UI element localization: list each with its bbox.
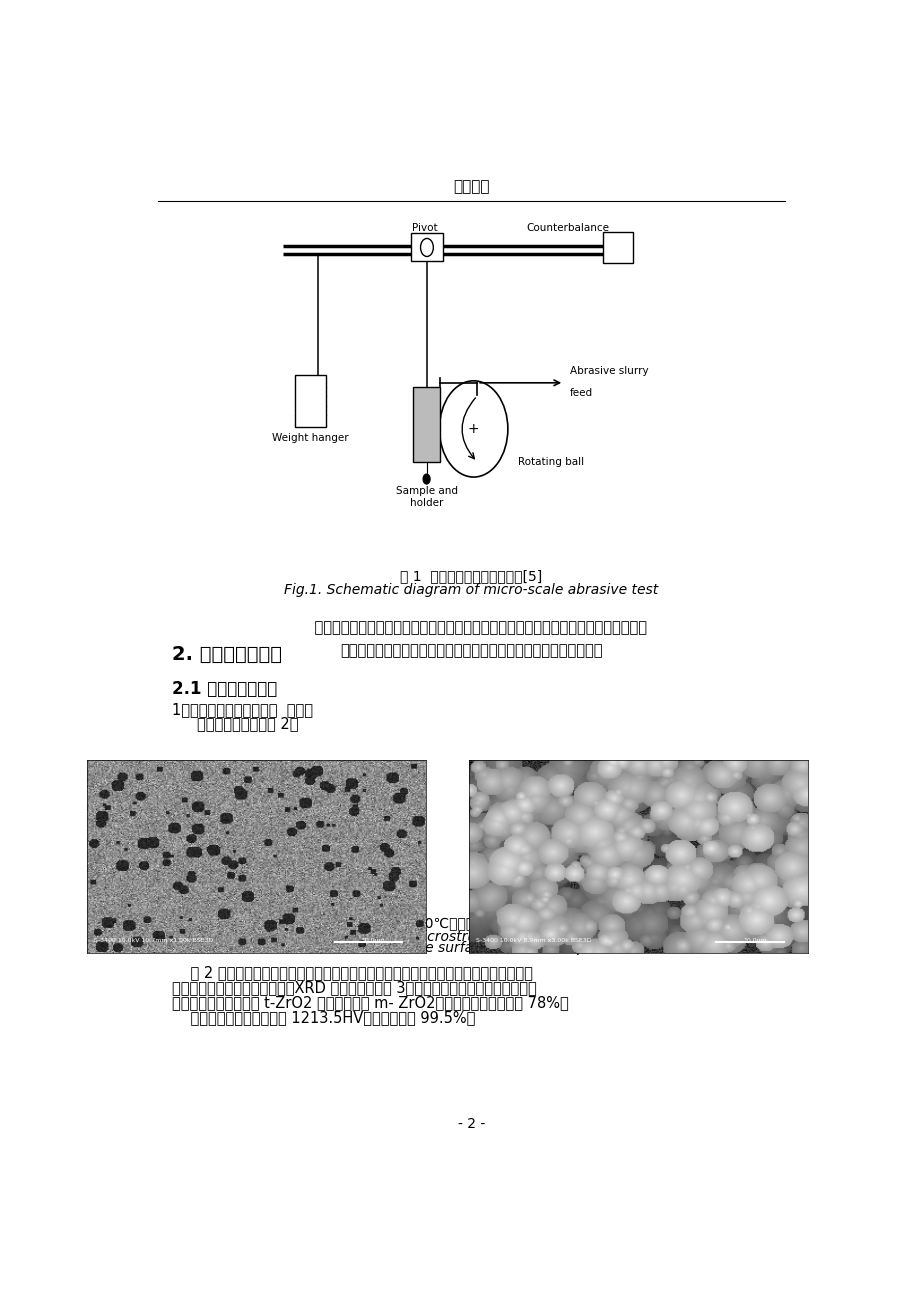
Text: 1）氧化锆陶瓷的组织结构  氧化锆: 1）氧化锆陶瓷的组织结构 氧化锆 [172,702,312,716]
Text: 2. 试验结果与讨论: 2. 试验结果与讨论 [172,644,282,664]
Text: 50.0um: 50.0um [361,939,385,944]
Text: - 2 -: - 2 - [458,1117,484,1130]
Bar [411,233,443,260]
Text: 氧化锆陶瓷的显微硬度为 1213.5HV，相对密度为 99.5%。: 氧化锆陶瓷的显微硬度为 1213.5HV，相对密度为 99.5%。 [172,1010,475,1026]
Circle shape [423,474,430,484]
Text: （a）表面形貌: （a）表面形貌 [283,905,342,919]
Bar [603,233,632,263]
Text: 磨损试验均在室温下进行。利用显微镜测定钢球的磨斑直径，然后分别计算磨损体积，
进而计算磨损率。采用扫描电镜对磨损表面形貌进行了观察和分析。: 磨损试验均在室温下进行。利用显微镜测定钢球的磨斑直径，然后分别计算磨损体积， 进… [296,621,646,659]
Text: Fig.1. Schematic diagram of micro-scale abrasive test: Fig.1. Schematic diagram of micro-scale … [284,583,658,598]
Text: 组成为可相变的四方相 t-ZrO2 和部分单斜相 m- ZrO2，其中四方相的比例为 78%。: 组成为可相变的四方相 t-ZrO2 和部分单斜相 m- ZrO2，其中四方相的比… [172,996,568,1010]
Text: 图 2 中，氧化锆陶瓷的晶粒较完整，氧化锆晶粒结合比较紧密，气孔较少，致密性较好: 图 2 中，氧化锆陶瓷的晶粒较完整，氧化锆晶粒结合比较紧密，气孔较少，致密性较好 [172,965,532,980]
Bar [413,387,439,462]
Text: Counterbalance: Counterbalance [526,224,608,233]
Text: 精品论文: 精品论文 [453,180,489,194]
Circle shape [420,238,433,256]
Text: 图 1  微磨料磨损实验机示意图[5]: 图 1 微磨料磨损实验机示意图[5] [400,569,542,583]
Text: feed: feed [569,388,593,398]
Text: 图 2. 1600℃烧结温度下氧化锆陶瓷的显微结构: 图 2. 1600℃烧结温度下氧化锆陶瓷的显微结构 [368,917,574,930]
Text: 10.0um: 10.0um [743,939,766,944]
Text: Weight hanger: Weight hanger [272,434,348,443]
Text: Abrasive slurry: Abrasive slurry [569,366,648,376]
Text: （b）断口形貌: （b）断口形貌 [603,905,663,919]
Text: 伴有明显的少量晶粒长大现象。XRD 的分析结果（图 3）表明：烧结氧化锆陶瓷的主要相: 伴有明显的少量晶粒长大现象。XRD 的分析结果（图 3）表明：烧结氧化锆陶瓷的主… [172,980,536,995]
Text: S-3400 10.0kV 10.7mm x1.00k BSE3D: S-3400 10.0kV 10.7mm x1.00k BSE3D [94,939,213,944]
Text: 2.1 材料的组织性能: 2.1 材料的组织性能 [172,680,277,698]
Text: +: + [468,422,479,436]
Text: Rotating ball: Rotating ball [517,457,584,467]
Circle shape [439,380,507,477]
Text: 陶瓷的组织结构如图 2。: 陶瓷的组织结构如图 2。 [197,716,298,730]
Text: (a) Patterns of the surface (b) fracture patterns: (a) Patterns of the surface (b) fracture… [307,941,635,956]
Text: holder: holder [410,499,443,508]
Bar [294,375,325,427]
Text: S-3400 10.0kV 8.9mm x3.00k BSE3D: S-3400 10.0kV 8.9mm x3.00k BSE3D [475,939,591,944]
Text: Fig.2 Microstructure of ZrO2: Fig.2 Microstructure of ZrO2 [373,930,569,944]
Text: Sample and: Sample and [395,486,457,496]
Text: Pivot: Pivot [412,224,437,233]
